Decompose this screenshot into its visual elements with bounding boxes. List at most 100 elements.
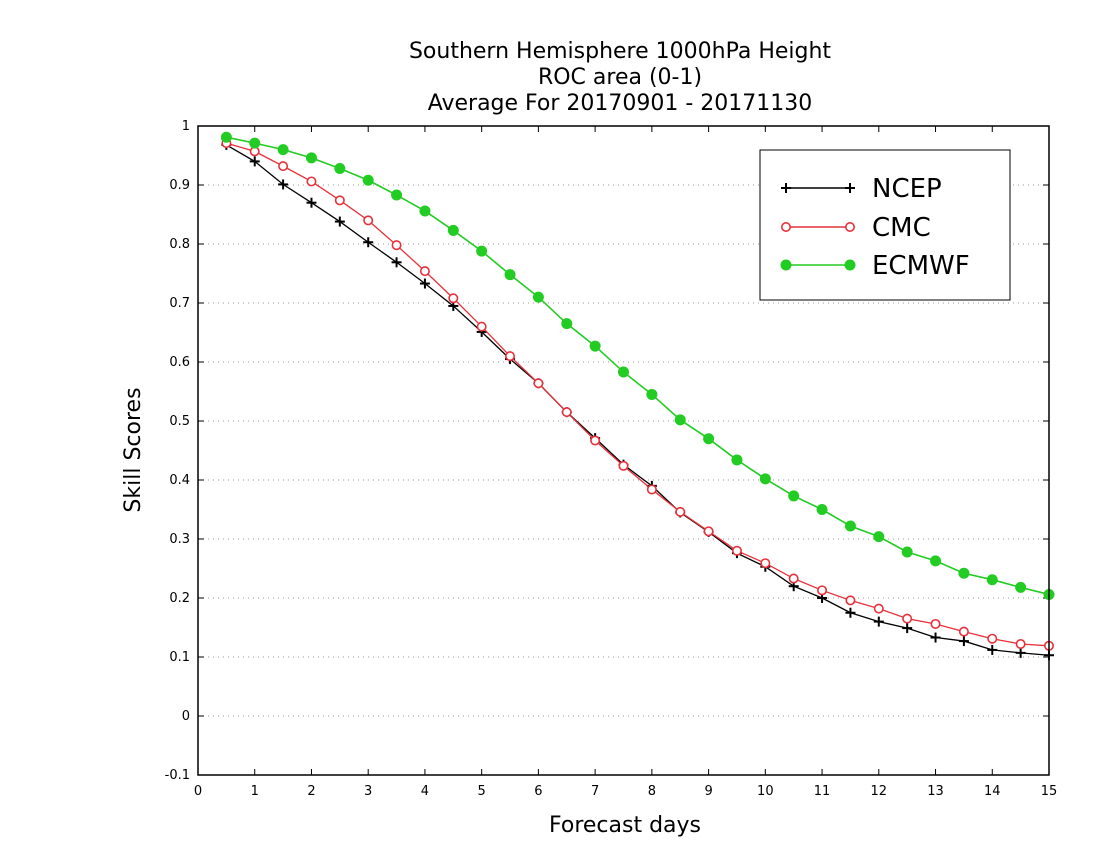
data-point-cmc [590, 435, 601, 446]
data-point-cmc [1015, 639, 1026, 650]
series-lines [220, 131, 1055, 661]
data-point-ecmwf [277, 144, 289, 156]
data-point-ecmwf [589, 340, 601, 352]
chart-title: Southern Hemisphere 1000hPa Height ROC a… [409, 39, 831, 116]
x-tick-label: 7 [591, 784, 599, 799]
y-tick-label: 0 [182, 709, 190, 724]
chart-title-line-3: Average For 20170901 - 20171130 [428, 91, 813, 116]
data-point-ecmwf [674, 414, 686, 426]
data-point-ecmwf [419, 205, 431, 217]
data-point-ecmwf [703, 433, 715, 445]
y-tick-label: 0.9 [169, 178, 190, 193]
x-tick-label: 0 [194, 784, 202, 799]
data-point-ecmwf [476, 245, 488, 257]
data-point-cmc [987, 633, 998, 644]
data-point-ecmwf [646, 388, 658, 400]
legend-box [759, 149, 1011, 301]
gridlines [198, 184, 1049, 717]
data-point-ncep [391, 257, 402, 268]
y-tick-label: 0.7 [169, 296, 190, 311]
data-point-cmc [363, 215, 374, 226]
series-ecmwf [220, 131, 1055, 600]
y-tick-label: 0.3 [169, 532, 190, 547]
data-point-ecmwf [901, 546, 913, 558]
y-tick-label: 0.1 [169, 650, 190, 665]
data-point-ncep [278, 179, 289, 190]
y-axis-label: Skill Scores [121, 387, 146, 512]
data-point-cmc [419, 266, 430, 277]
data-point-cmc [817, 585, 828, 596]
data-point-ecmwf [788, 490, 800, 502]
data-point-ecmwf [844, 520, 856, 532]
data-point-ncep [419, 278, 430, 289]
y-tick-label: 0.5 [169, 414, 190, 429]
y-tick-label: 0.2 [169, 591, 190, 606]
data-point-ncep [958, 636, 969, 647]
x-tick-label: 4 [421, 784, 429, 799]
axes: -0.100.10.20.30.40.50.60.70.80.910 1 2 3 4 5 6… [165, 119, 1058, 799]
legend-marker-right [844, 259, 856, 271]
legend-label-ecmwf: ECMWF [872, 251, 970, 281]
data-point-ecmwf [391, 189, 403, 201]
data-point-ncep [249, 156, 260, 167]
y-tick-label: 0.4 [169, 473, 190, 488]
data-point-ecmwf [759, 473, 771, 485]
data-point-cmc [731, 545, 742, 556]
x-tick-label: 9 [704, 784, 712, 799]
data-point-ecmwf [532, 291, 544, 303]
x-tick-label: 8 [648, 784, 656, 799]
data-point-ecmwf [986, 574, 998, 586]
legend-marker-right [844, 222, 855, 233]
data-point-ecmwf [1015, 581, 1027, 593]
data-point-cmc [278, 161, 289, 172]
data-point-cmc [618, 460, 629, 471]
x-tick-label: 3 [364, 784, 372, 799]
legend-item-ncep: NCEP [781, 174, 942, 204]
data-point-ecmwf [305, 152, 317, 164]
data-point-cmc [845, 595, 856, 606]
legend-item-cmc: CMC [780, 213, 931, 243]
y-tick-label: 0.8 [169, 237, 190, 252]
data-point-cmc [902, 613, 913, 624]
plot-frame [197, 125, 1050, 776]
x-tick-label: 5 [478, 784, 486, 799]
data-point-cmc [873, 603, 884, 614]
legend-label-ncep: NCEP [872, 174, 942, 204]
data-point-ecmwf [958, 567, 970, 579]
x-tick-label: 10 [757, 784, 774, 799]
data-point-cmc [334, 195, 345, 206]
data-point-cmc [703, 526, 714, 537]
data-point-ncep [930, 632, 941, 643]
series-line-ncep [226, 144, 1050, 656]
data-point-ncep [873, 616, 884, 627]
data-point-cmc [306, 176, 317, 187]
data-point-ncep [1015, 647, 1026, 658]
x-tick-label: 6 [534, 784, 542, 799]
data-point-ecmwf [249, 137, 261, 149]
data-point-cmc [391, 240, 402, 251]
data-point-cmc [958, 626, 969, 637]
x-tick-label: 2 [307, 784, 315, 799]
legend-label-cmc: CMC [872, 213, 931, 243]
x-tick-label: 12 [871, 784, 888, 799]
data-point-cmc [505, 351, 516, 362]
data-point-ecmwf [561, 318, 573, 330]
y-tick-label: 1 [182, 119, 190, 134]
legend: NCEP CMC ECMWF [759, 149, 1011, 301]
data-point-ecmwf [618, 366, 629, 378]
data-point-ncep [306, 197, 317, 208]
data-point-cmc [675, 506, 686, 517]
data-point-ecmwf [447, 224, 459, 236]
data-point-cmc [561, 407, 572, 418]
legend-marker-left [780, 222, 791, 233]
data-point-cmc [788, 573, 799, 584]
data-point-cmc [533, 378, 544, 389]
data-point-ncep [334, 216, 345, 227]
x-tick-label: 1 [251, 784, 259, 799]
y-tick-label: 0.6 [169, 355, 190, 370]
chart-title-line-1: Southern Hemisphere 1000hPa Height [409, 39, 831, 64]
data-point-ecmwf [220, 131, 232, 143]
data-point-ncep [845, 607, 856, 618]
x-tick-label: 14 [984, 784, 1001, 799]
